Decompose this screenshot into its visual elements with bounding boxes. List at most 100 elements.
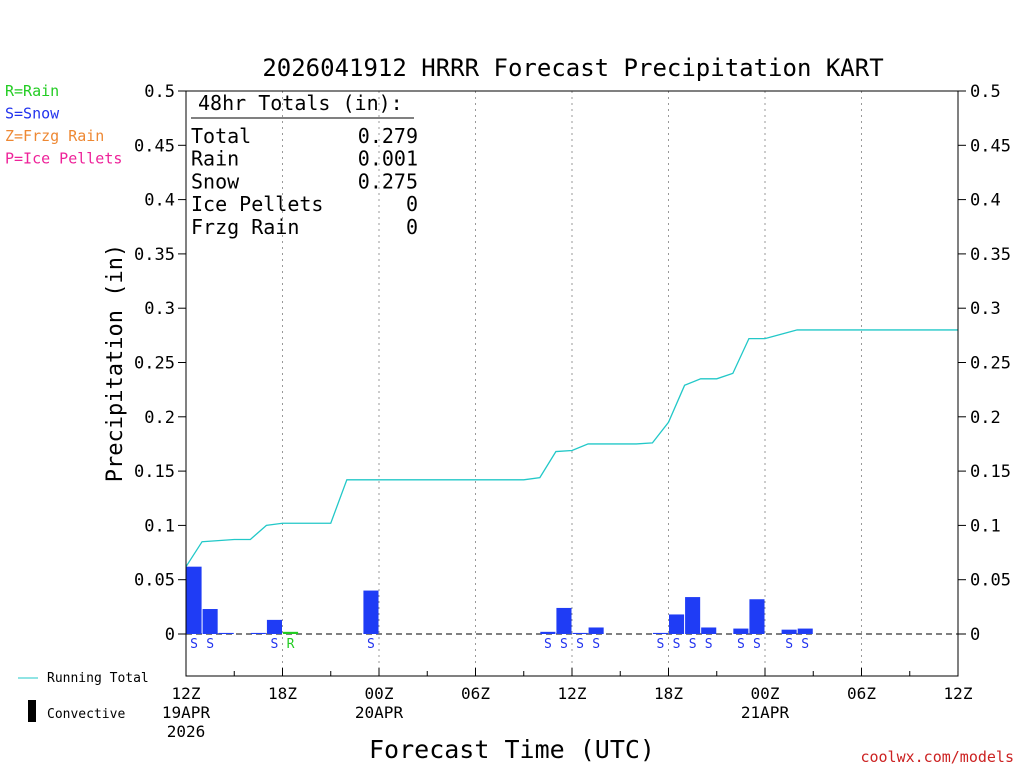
- y-tick-label-right-2: 0.1: [970, 516, 1001, 536]
- bar-25: [572, 632, 588, 634]
- y-tick-label-left-0: 0: [165, 625, 175, 645]
- bar-26: [588, 627, 604, 634]
- x-tick-label-1-0: 18Z: [268, 684, 297, 703]
- totals-value-4: 0: [406, 215, 418, 239]
- type-label-31: S: [673, 637, 681, 652]
- bar-33: [701, 627, 717, 634]
- x-tick-label-2-0: 00Z: [365, 684, 394, 703]
- bar-7: [283, 631, 299, 634]
- plot-border: [185, 90, 959, 677]
- x-tick-label-2-1: 20APR: [355, 703, 404, 722]
- legend-type-3: P=Ice Pellets: [5, 150, 122, 168]
- grid-lines: [282, 91, 862, 676]
- type-label-38: S: [785, 637, 793, 652]
- type-label-32: S: [689, 637, 697, 652]
- y-tick-label-left-8: 0.4: [144, 191, 175, 211]
- type-label-23: S: [544, 637, 552, 652]
- type-label-39: S: [801, 637, 809, 652]
- y-axis-ticks: 0 00.05 0.050.1 0.10.15 0.150.2 0.20.25 0.250.…: [134, 82, 1011, 645]
- x-tick-label-3-0: 06Z: [461, 684, 490, 703]
- bar-2: [202, 609, 218, 634]
- bar-36: [749, 599, 765, 634]
- totals-label-1: Rain: [191, 147, 239, 171]
- type-label-12: S: [367, 637, 375, 652]
- plot-frame: [185, 90, 959, 677]
- legend-type-0: R=Rain: [5, 82, 59, 100]
- y-tick-label-right-5: 0.25: [970, 354, 1011, 374]
- bar-35: [733, 628, 749, 634]
- running-total-series: [185, 329, 958, 568]
- y-tick-label-right-3: 0.15: [970, 462, 1011, 482]
- type-label-7: R: [287, 637, 295, 652]
- type-label-1: S: [190, 637, 198, 652]
- convective-legend-swatch: [28, 700, 36, 722]
- bottom-legend: Running Total Convective: [18, 671, 149, 722]
- chart-title: 2026041912 HRRR Forecast Precipitation K…: [262, 54, 883, 82]
- running-total-line: [185, 329, 958, 568]
- running-total-legend-label: Running Total: [47, 671, 149, 686]
- y-tick-label-right-4: 0.2: [970, 408, 1001, 428]
- type-label-33: S: [705, 637, 713, 652]
- type-label-35: S: [737, 637, 745, 652]
- bar-24: [556, 607, 572, 634]
- x-tick-label-8-0: 12Z: [944, 684, 973, 703]
- bar-39: [797, 628, 813, 634]
- bar-12: [363, 590, 379, 634]
- y-tick-label-right-0: 0: [970, 625, 980, 645]
- bar-series: [186, 566, 813, 634]
- type-label-26: S: [592, 637, 600, 652]
- y-axis-label: Precipitation (in): [103, 244, 128, 482]
- y-tick-label-left-1: 0.05: [134, 571, 175, 591]
- bar-31: [669, 614, 685, 634]
- totals-box: 48hr Totals (in): Total 0.279 Rain 0.001 Sno…: [191, 91, 418, 239]
- type-label-24: S: [560, 637, 568, 652]
- bar-3: [218, 632, 234, 634]
- x-tick-label-0-0: 12Z: [172, 684, 201, 703]
- y-tick-label-right-10: 0.5: [970, 82, 1001, 102]
- watermark: coolwx.com/models: [860, 748, 1014, 766]
- type-label-6: S: [271, 637, 279, 652]
- totals-label-3: Ice Pellets: [191, 192, 323, 216]
- bar-6: [266, 619, 282, 634]
- legend-type-2: Z=Frzg Rain: [5, 127, 104, 145]
- y-tick-label-right-9: 0.45: [970, 136, 1011, 156]
- x-tick-label-5-0: 18Z: [654, 684, 683, 703]
- totals-value-1: 0.001: [358, 147, 418, 171]
- x-axis-label: Forecast Time (UTC): [369, 735, 655, 764]
- y-tick-label-right-1: 0.05: [970, 571, 1011, 591]
- x-tick-label-7-0: 06Z: [847, 684, 876, 703]
- bar-32: [685, 597, 701, 634]
- totals-label-4: Frzg Rain: [191, 215, 299, 239]
- type-label-2: S: [206, 637, 214, 652]
- precip-type-legend: R=Rain S=Snow Z=Frzg Rain P=Ice Pellets: [5, 82, 122, 168]
- x-tick-label-6-0: 00Z: [751, 684, 780, 703]
- y-tick-label-left-4: 0.2: [144, 408, 175, 428]
- bar-1: [186, 566, 202, 634]
- x-tick-label-0-1: 19APR: [162, 703, 211, 722]
- totals-value-0: 0.279: [358, 124, 418, 148]
- bar-30: [652, 632, 668, 634]
- x-tick-label-4-0: 12Z: [558, 684, 587, 703]
- y-tick-label-left-9: 0.45: [134, 136, 175, 156]
- type-label-25: S: [576, 637, 584, 652]
- type-label-36: S: [753, 637, 761, 652]
- y-tick-label-right-7: 0.35: [970, 245, 1011, 265]
- y-tick-label-left-7: 0.35: [134, 245, 175, 265]
- convective-legend-label: Convective: [47, 707, 125, 722]
- bar-23: [540, 631, 556, 634]
- y-tick-label-left-10: 0.5: [144, 82, 175, 102]
- y-tick-label-left-6: 0.3: [144, 299, 175, 319]
- totals-value-2: 0.275: [358, 169, 418, 193]
- type-label-30: S: [657, 637, 665, 652]
- x-tick-label-6-1: 21APR: [741, 703, 790, 722]
- y-tick-label-right-6: 0.3: [970, 299, 1001, 319]
- bar-5: [250, 632, 266, 634]
- bar-38: [781, 629, 797, 634]
- y-tick-label-left-3: 0.15: [134, 462, 175, 482]
- totals-heading: 48hr Totals (in):: [198, 91, 403, 115]
- legend-type-1: S=Snow: [5, 105, 60, 123]
- y-tick-label-left-2: 0.1: [144, 516, 175, 536]
